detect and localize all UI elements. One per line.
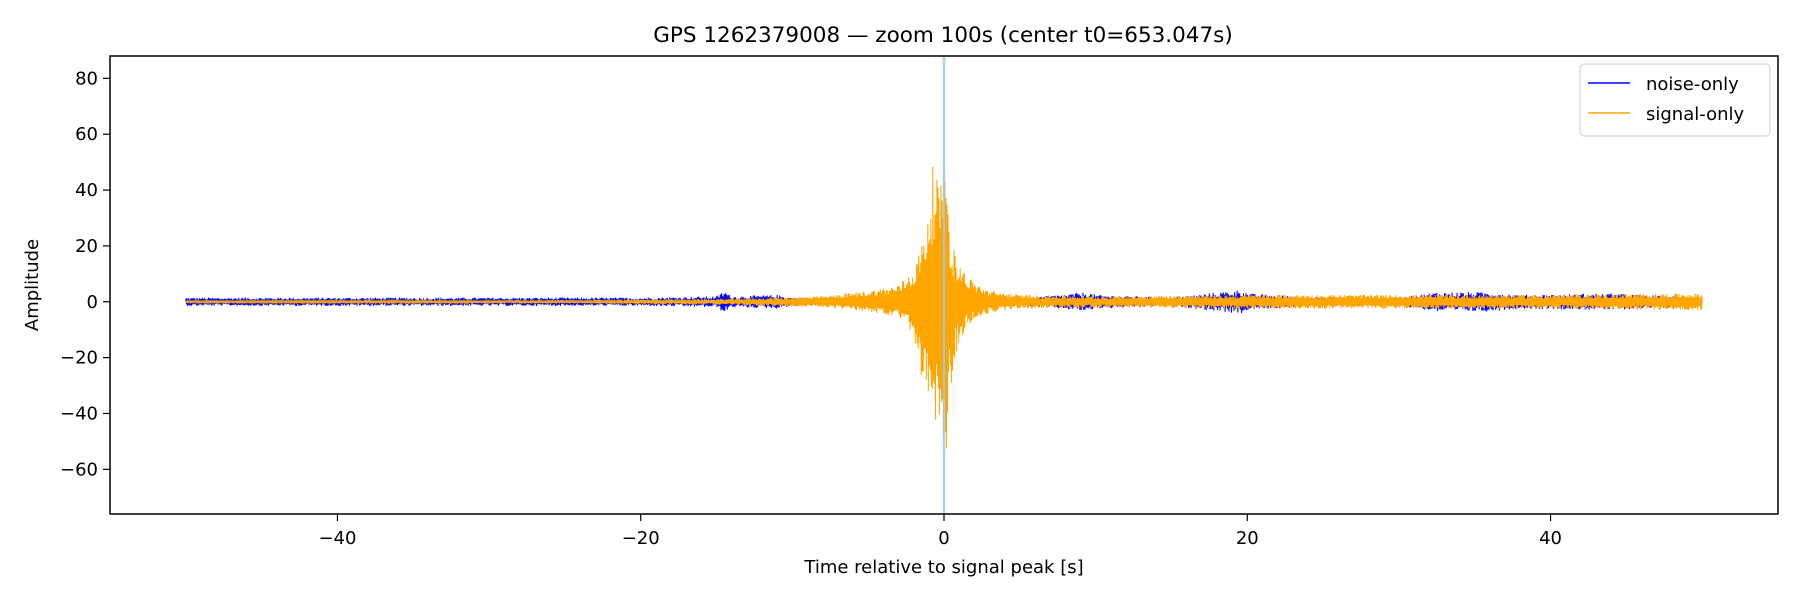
y-tick-label: −40 [60, 403, 98, 424]
y-axis-title: Amplitude [22, 239, 43, 331]
legend: noise-only signal-only [1579, 63, 1771, 137]
plot-area [185, 56, 1703, 514]
legend-label-noise-only: noise-only [1646, 74, 1739, 95]
x-tick-label: −20 [622, 528, 660, 549]
y-tick-label: 40 [75, 180, 98, 201]
series-layer [185, 56, 1703, 514]
y-tick-label: −60 [60, 459, 98, 480]
y-tick-label: 0 [87, 292, 98, 313]
y-tick-label: 60 [75, 124, 98, 145]
y-tick-label: −20 [60, 348, 98, 369]
x-tick-label: 40 [1539, 528, 1562, 549]
x-tick-label: 20 [1236, 528, 1259, 549]
x-axis: −40 −20 0 20 40 [318, 514, 1562, 549]
x-tick-label: −40 [318, 528, 356, 549]
y-axis: −60 −40 −20 0 20 40 60 80 [60, 68, 110, 480]
legend-label-signal-only: signal-only [1646, 104, 1744, 125]
legend-box [1579, 63, 1771, 137]
chart-title: GPS 1262379008 — zoom 100s (center t0=65… [653, 23, 1233, 48]
x-axis-title: Time relative to signal peak [s] [803, 557, 1083, 578]
y-tick-label: 20 [75, 236, 98, 257]
y-tick-label: 80 [75, 68, 98, 89]
x-tick-label: 0 [938, 528, 949, 549]
